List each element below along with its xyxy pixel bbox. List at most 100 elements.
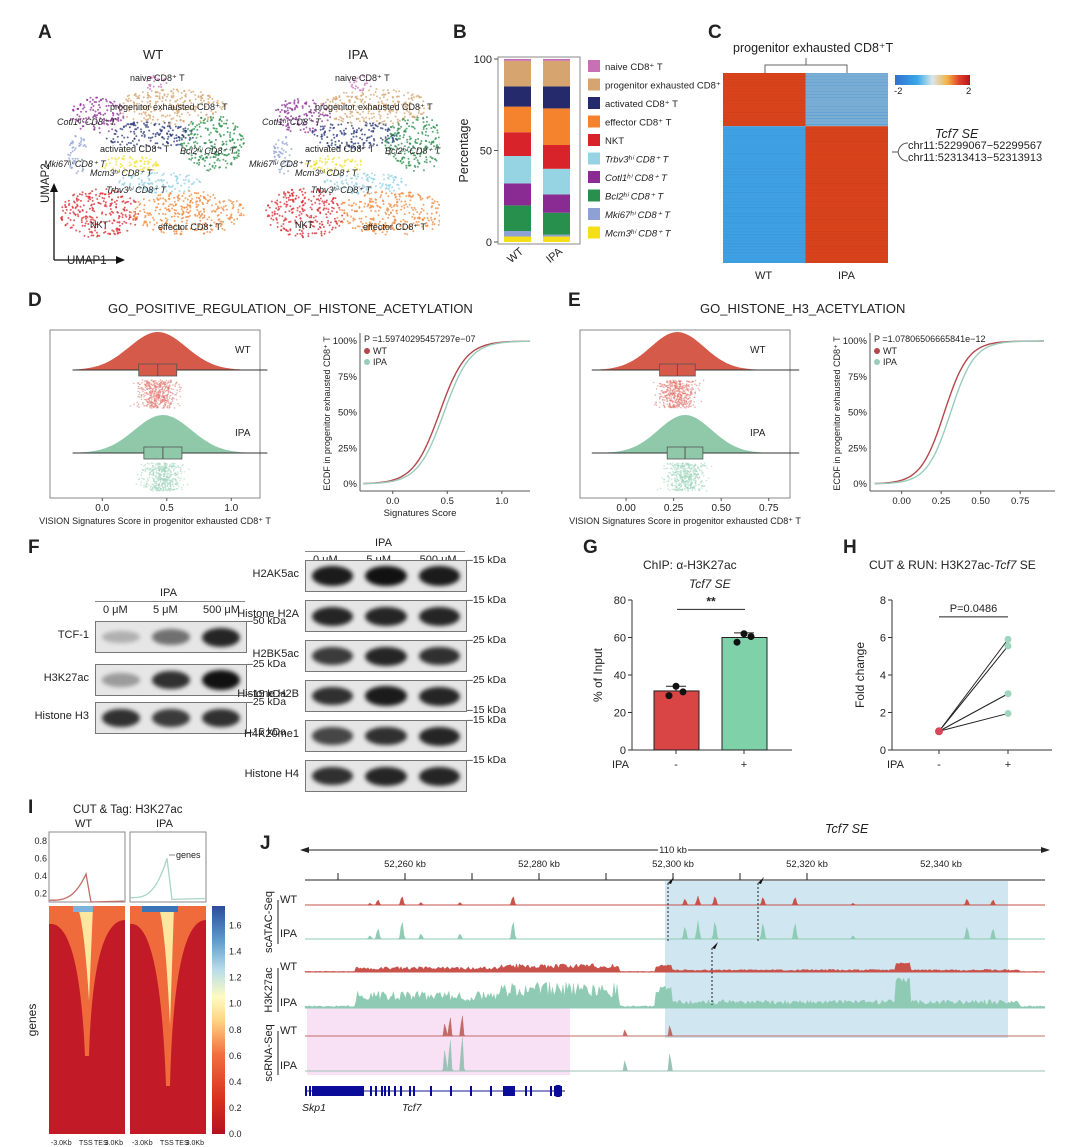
heatmap-row — [723, 195, 806, 197]
umap-point — [99, 106, 101, 109]
heatmap-row — [805, 129, 888, 131]
umap-point — [81, 191, 84, 194]
jitter-point — [156, 406, 159, 408]
jitter-point — [668, 387, 670, 389]
umap-point — [404, 184, 407, 186]
jitter-point — [146, 467, 149, 470]
jitter-point — [170, 388, 173, 390]
umap-point — [118, 181, 121, 184]
umap-point — [81, 224, 84, 227]
umap-point — [61, 215, 64, 218]
umap-point — [375, 120, 378, 122]
umap-point — [124, 214, 127, 216]
umap-point — [219, 225, 222, 228]
heatmap-row — [805, 91, 888, 92]
heatmap-row — [805, 94, 888, 95]
umap-point — [404, 106, 407, 109]
umap-point — [435, 159, 438, 162]
legend-label: naive CD8⁺ T — [605, 62, 663, 73]
umap-point — [98, 104, 100, 106]
umap-point — [222, 205, 225, 208]
umap-point — [183, 100, 186, 103]
umap-point — [386, 89, 389, 92]
umap-point — [381, 127, 384, 130]
heatmap-row — [805, 147, 888, 149]
umap-point — [358, 185, 361, 188]
legend-label: progenitor exhausted CD8⁺ T — [605, 81, 729, 92]
umap-point — [68, 157, 70, 160]
umap-point — [97, 122, 100, 125]
umap-point — [305, 112, 308, 115]
umap-cluster-label: naive CD8⁺ T — [335, 73, 390, 83]
umap-point — [421, 197, 424, 200]
umap-point — [398, 193, 401, 196]
umap-point — [94, 229, 96, 232]
umap-point — [88, 207, 91, 210]
umap-point — [175, 134, 178, 137]
umap-cluster-label: NKT — [90, 220, 108, 230]
umap-point — [372, 226, 375, 229]
jitter-point — [172, 483, 174, 486]
umap-point — [141, 157, 144, 160]
jitter-point — [152, 387, 155, 389]
umap-point — [154, 76, 157, 79]
umap-point — [306, 114, 308, 117]
jitter-point — [672, 396, 675, 399]
umap-point — [92, 116, 95, 119]
umap-point — [320, 133, 323, 136]
umap-point — [197, 196, 200, 199]
umap-point — [81, 170, 84, 173]
umap-point — [335, 221, 338, 224]
jitter-point — [140, 396, 143, 398]
umap-point — [156, 100, 159, 103]
umap-point — [129, 130, 132, 133]
umap-point — [392, 100, 395, 103]
umap-point — [323, 204, 326, 207]
umap-point — [308, 216, 311, 219]
umap-point — [301, 193, 304, 196]
colorbar-c-min: -2 — [894, 86, 903, 97]
umap-point — [157, 203, 160, 205]
umap-point — [289, 107, 291, 110]
umap-point — [320, 135, 323, 138]
umap-point — [335, 135, 338, 138]
jitter-point — [140, 484, 142, 486]
umap-point — [320, 234, 323, 237]
umap-point — [178, 197, 181, 200]
umap-point — [339, 144, 342, 147]
umap-point — [125, 221, 128, 224]
umap-point — [85, 220, 88, 223]
umap-point — [336, 185, 339, 188]
umap-point — [221, 143, 224, 146]
umap-point — [120, 109, 123, 112]
umap-point — [166, 93, 169, 96]
heatmap-row — [723, 261, 806, 263]
umap-point — [80, 110, 82, 113]
umap-point — [346, 213, 349, 216]
umap-point — [162, 143, 164, 146]
umap-point — [203, 122, 206, 125]
umap-point — [316, 123, 318, 126]
umap-point — [413, 158, 416, 161]
umap-point — [166, 142, 169, 145]
umap-point — [177, 212, 179, 215]
jitter-point — [669, 489, 671, 492]
umap-point — [125, 98, 128, 101]
umap-point — [92, 125, 95, 128]
umap-point — [75, 229, 78, 232]
jitter-point — [163, 470, 165, 472]
umap-point — [143, 211, 146, 214]
umap-point — [350, 215, 353, 218]
heatmap-row — [805, 174, 888, 176]
umap-point — [387, 91, 390, 94]
jitter-point — [688, 405, 691, 407]
umap-point — [159, 129, 162, 132]
jitter-point — [166, 406, 168, 408]
umap-point — [78, 122, 81, 125]
bar-segment — [504, 155, 531, 184]
umap-point — [142, 182, 145, 185]
umap-point — [200, 117, 203, 120]
umap-point — [95, 101, 98, 104]
umap-point — [394, 102, 397, 105]
umap-point — [92, 104, 95, 107]
